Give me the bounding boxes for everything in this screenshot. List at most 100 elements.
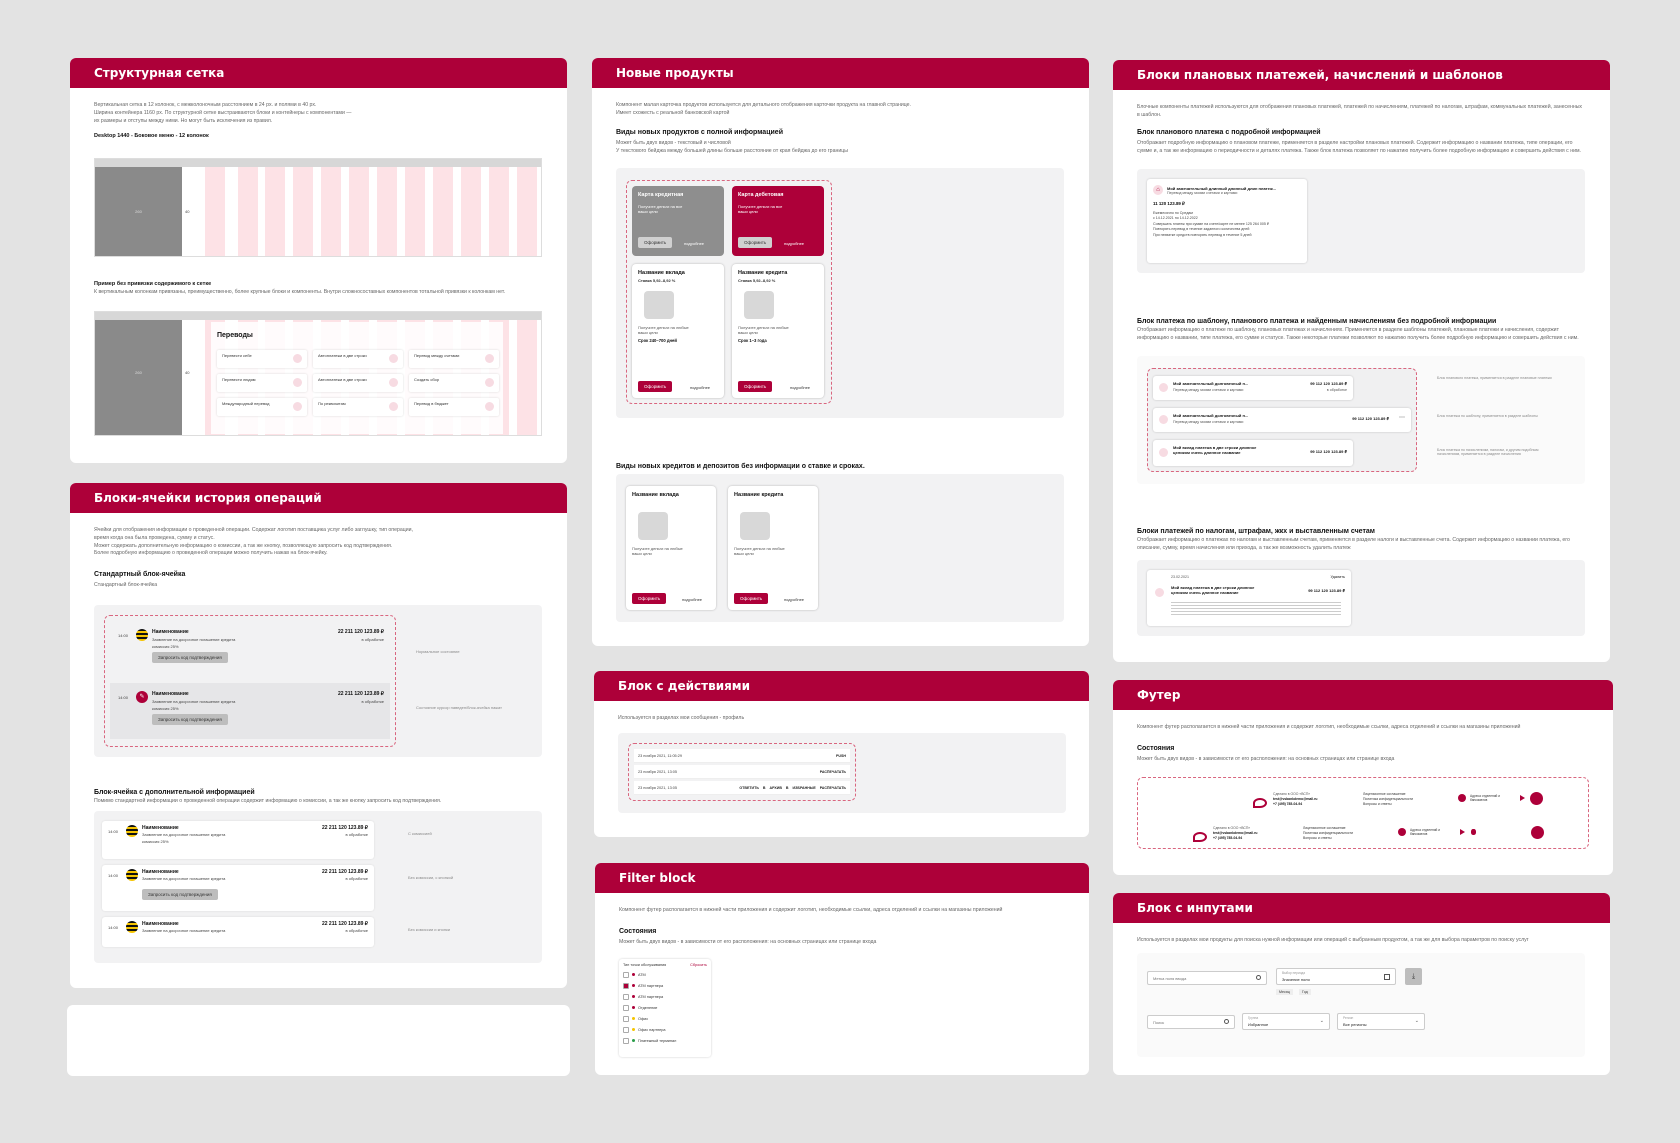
- history-cell[interactable]: 14:00 Наименование Заявление на досрочное …: [102, 865, 374, 911]
- more-dots-icon[interactable]: ⋯: [1399, 415, 1405, 421]
- transfer-icon: [293, 354, 302, 363]
- footer-phone[interactable]: +7 (495) 785-04-94: [1213, 836, 1243, 840]
- label-input[interactable]: Метка поля ввода: [1147, 971, 1267, 985]
- request-code-button[interactable]: Запросить код подтверждения: [152, 714, 228, 725]
- more-link[interactable]: подробнее: [784, 597, 805, 602]
- action-buttons[interactable]: РАСПЕЧАТАТЬ: [819, 769, 846, 774]
- history-cell[interactable]: 14:00 Наименование Заявление на досрочное …: [102, 917, 374, 947]
- footer-link[interactable]: Лицензионное соглашение: [1363, 792, 1406, 796]
- chip-month[interactable]: Месяц: [1276, 989, 1293, 995]
- footer-link[interactable]: Политика конфиденциальности: [1303, 831, 1354, 835]
- filter-option[interactable]: АТМ партнера: [623, 980, 707, 991]
- checkbox-icon[interactable]: [623, 971, 629, 978]
- checkbox-icon[interactable]: [623, 1015, 629, 1022]
- footer-link[interactable]: Вопросы и ответы: [1363, 802, 1392, 806]
- delete-button[interactable]: Удалить: [1330, 575, 1346, 579]
- issue-button[interactable]: Оформить: [734, 593, 769, 604]
- more-link[interactable]: подробнее: [684, 241, 705, 246]
- more-link[interactable]: подробнее: [784, 241, 805, 246]
- template-payment-row[interactable]: Мой вклад платежа в две строки длинное ц…: [1153, 440, 1353, 466]
- footer-link[interactable]: Лицензионное соглашение: [1303, 826, 1346, 830]
- download-button[interactable]: ⤓: [1405, 968, 1422, 985]
- google-play-icon[interactable]: [1460, 829, 1465, 835]
- plan-payment-block[interactable]: ⌂ Мой замечательный длинный длинный длин…: [1147, 179, 1307, 263]
- request-code-button[interactable]: Запросить код подтверждения: [142, 889, 218, 900]
- desktop-label: Desktop 1440 - Боковое меню - 12 колонок: [94, 133, 209, 140]
- request-code-button[interactable]: Запросить код подтверждения: [152, 652, 228, 663]
- issue-button[interactable]: Оформить: [738, 237, 773, 248]
- plan-detail-line: с 14.12.2021 по 14.12.2022: [1153, 216, 1198, 221]
- location-icon[interactable]: [1398, 828, 1406, 836]
- credit-tile-short[interactable]: Название кредита Получите деньги на любы…: [728, 486, 818, 610]
- filter-option[interactable]: АТМ партнера: [623, 991, 707, 1002]
- location-icon[interactable]: [1458, 794, 1466, 802]
- cell-status: в обработке: [345, 876, 368, 881]
- filter-option[interactable]: Офис партнера: [623, 1024, 707, 1035]
- footer-mail[interactable]: test@vsbankdemo@mail.ru: [1213, 831, 1258, 835]
- filter-option[interactable]: АТМ: [623, 969, 707, 980]
- deposit-tile[interactable]: Название вклада Ставка 5,92–8,92 % Получ…: [632, 264, 724, 398]
- tax-details-placeholder: [1171, 602, 1341, 616]
- checkbox-icon[interactable]: [623, 993, 629, 1000]
- action-buttons[interactable]: ОТВЕТИТЬ В АРХИВ В ИЗБРАННЫЕ РАСПЕЧАТАТЬ: [739, 785, 846, 790]
- google-play-icon[interactable]: [1520, 795, 1525, 801]
- action-row[interactable]: 23 ноября 2021, 13:05 ОТВЕТИТЬ В АРХИВ В …: [634, 781, 850, 795]
- transfer-item[interactable]: Перевод между счетами: [409, 350, 499, 368]
- more-link[interactable]: подробнее: [690, 385, 711, 390]
- footer-link[interactable]: Политика конфиденциальности: [1363, 797, 1414, 801]
- issue-button[interactable]: Оформить: [738, 381, 773, 392]
- transfer-item[interactable]: Создать сбор: [409, 374, 499, 392]
- history-cell-hover[interactable]: 14:00 ✎ Наименование Заявление на досроч…: [110, 683, 390, 739]
- more-link[interactable]: подробнее: [682, 597, 703, 602]
- transfer-item[interactable]: Международный перевод: [217, 398, 307, 416]
- checkbox-icon[interactable]: [623, 1004, 629, 1011]
- transfer-item[interactable]: Автоплатежи в две строки: [313, 350, 403, 368]
- filter-option[interactable]: Платежный терминал: [623, 1035, 707, 1046]
- action-row[interactable]: 23 ноября 2021, 13:05 РАСПЕЧАТАТЬ: [634, 765, 850, 779]
- apple-icon[interactable]: [1471, 829, 1476, 835]
- filter-reset-link[interactable]: Сбросить: [690, 963, 707, 967]
- template-payment-row[interactable]: Мой замечательный долговечный п... Перев…: [1153, 408, 1411, 432]
- chip-year[interactable]: Год: [1299, 989, 1311, 995]
- debit-card-tile[interactable]: Карта дебетовая Получите деньги на все в…: [732, 186, 824, 256]
- transfer-item[interactable]: Перевести себе: [217, 350, 307, 368]
- filter-option[interactable]: Офис: [623, 1013, 707, 1024]
- transfer-item[interactable]: Перевод в бюджет: [409, 398, 499, 416]
- footer-address[interactable]: Адреса отделений и банкоматов: [1410, 828, 1440, 836]
- credit-card-tile[interactable]: Карта кредитная Получите деньги на все в…: [632, 186, 724, 256]
- transfer-item[interactable]: По реквизитам: [313, 398, 403, 416]
- label-input-placeholder: Метка поля ввода: [1153, 976, 1187, 981]
- transfer-item[interactable]: Перевести людям: [217, 374, 307, 392]
- chat-icon[interactable]: [1530, 792, 1543, 805]
- footer-address[interactable]: Адреса отделений и банкоматов: [1470, 794, 1500, 802]
- action-buttons[interactable]: PUSH: [836, 753, 846, 758]
- transfer-item[interactable]: Автоплатежи в две строки: [313, 374, 403, 392]
- search-input[interactable]: Поиск: [1147, 1015, 1235, 1029]
- history-cell[interactable]: 14:00 Наименование Заявление на досрочно…: [110, 621, 390, 677]
- period-input[interactable]: Выбор периода Значение поля: [1276, 968, 1396, 985]
- bank-logo-icon[interactable]: [1193, 832, 1207, 842]
- deposit-tile-short[interactable]: Название вклада Получите деньги на любые…: [626, 486, 716, 610]
- footer-mail[interactable]: test@vsbankdemo@mail.ru: [1273, 797, 1318, 801]
- footer-link[interactable]: Вопросы и ответы: [1303, 836, 1332, 840]
- filter-option[interactable]: Отделение: [623, 1002, 707, 1013]
- bank-logo-icon[interactable]: [1253, 798, 1267, 808]
- chat-icon[interactable]: [1531, 826, 1544, 839]
- more-link[interactable]: подробнее: [790, 385, 811, 390]
- filter-states-desc: Может быть двух видов - в зависимости от…: [619, 938, 877, 945]
- checkbox-checked-icon[interactable]: [623, 982, 629, 989]
- template-payment-row[interactable]: Мой замечательный долговечный п... Перев…: [1153, 376, 1353, 400]
- checkbox-icon[interactable]: [623, 1026, 629, 1033]
- action-row[interactable]: 23 ноября 2021, 11:05:29 PUSH: [634, 749, 850, 763]
- footer-phone[interactable]: +7 (495) 785-04-94: [1273, 802, 1303, 806]
- issue-button[interactable]: Оформить: [638, 237, 673, 248]
- credit-tile[interactable]: Название кредита Ставка 5,92–8,92 % Полу…: [732, 264, 824, 398]
- issue-button[interactable]: Оформить: [632, 593, 667, 604]
- group-select[interactable]: Группа Избранное ⌄: [1242, 1013, 1330, 1030]
- region-select[interactable]: Регион Все регионы ⌄: [1337, 1013, 1425, 1030]
- checkbox-icon[interactable]: [623, 1037, 629, 1044]
- period-label: Выбор периода: [1282, 971, 1306, 975]
- issue-button[interactable]: Оформить: [638, 381, 673, 392]
- tax-payment-block[interactable]: 23.02.2021 Удалить Мой вклад платежа в д…: [1147, 570, 1351, 626]
- history-cell[interactable]: 14:00 Наименование Заявление на досрочное …: [102, 821, 374, 859]
